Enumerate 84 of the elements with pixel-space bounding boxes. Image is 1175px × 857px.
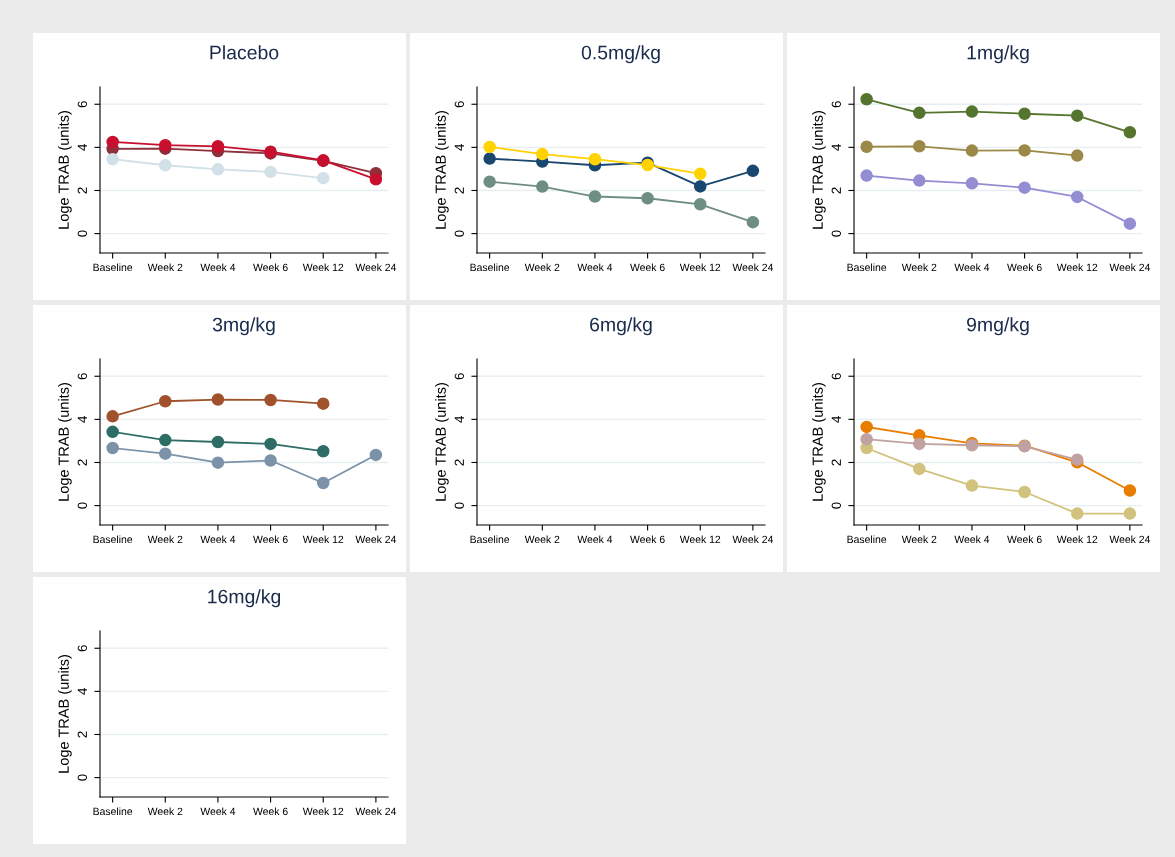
x-tick-label: Baseline	[93, 535, 133, 544]
y-axis-title: Loge TRAB (units)	[812, 383, 826, 501]
x-tick-label: Week 12	[1056, 535, 1098, 544]
x-tick-label: Week 12	[302, 807, 344, 816]
x-tick-label: Week 24	[732, 263, 774, 272]
x-tick-label: Week 24	[355, 807, 397, 816]
x-tick-label: Baseline	[847, 263, 887, 272]
x-tick-label: Week 12	[302, 535, 344, 544]
x-tick-label: Baseline	[470, 263, 510, 272]
y-tick-label: 4	[831, 144, 841, 151]
y-tick-label: 0	[831, 230, 841, 237]
y-tick-label: 4	[77, 688, 87, 695]
x-tick-label: Week 6	[630, 535, 665, 544]
y-tick-label: 0	[454, 230, 464, 237]
chart-title: 0.5mg/kg	[581, 45, 660, 64]
x-tick-label: Week 6	[253, 263, 288, 272]
y-tick-label: 6	[77, 645, 87, 652]
y-axis-title: Loge TRAB (units)	[812, 111, 826, 229]
x-tick-label: Week 4	[954, 263, 990, 272]
x-tick-label: Baseline	[93, 263, 133, 272]
x-tick-label: Week 2	[147, 263, 183, 272]
y-tick-label: 2	[454, 459, 464, 466]
y-tick-label: 2	[77, 187, 87, 194]
chart-title: 9mg/kg	[967, 317, 1029, 336]
x-tick-label: Baseline	[847, 535, 887, 544]
x-tick-label: Week 4	[200, 807, 236, 816]
x-tick-label: Week 6	[630, 263, 665, 272]
x-tick-label: Week 2	[901, 535, 937, 544]
x-tick-label: Baseline	[93, 807, 133, 816]
x-tick-label: Week 2	[524, 535, 560, 544]
y-tick-label: 4	[454, 416, 464, 423]
x-tick-label: Week 24	[355, 535, 397, 544]
y-tick-label: 6	[77, 373, 87, 380]
x-tick-label: Week 6	[1007, 263, 1042, 272]
y-tick-label: 6	[454, 101, 464, 108]
x-tick-label: Week 24	[1109, 535, 1151, 544]
x-tick-label: Week 6	[253, 535, 288, 544]
x-tick-label: Week 4	[577, 535, 613, 544]
y-tick-label: 6	[454, 373, 464, 380]
x-tick-label: Week 12	[1056, 263, 1098, 272]
x-tick-label: Baseline	[470, 535, 510, 544]
x-tick-label: Week 2	[147, 807, 183, 816]
x-tick-label: Week 24	[1109, 263, 1151, 272]
y-tick-label: 0	[77, 774, 87, 781]
x-tick-label: Week 2	[147, 535, 183, 544]
y-tick-label: 4	[454, 144, 464, 151]
x-tick-label: Week 4	[200, 263, 236, 272]
y-tick-label: 4	[77, 416, 87, 423]
chart-title: 16mg/kg	[208, 589, 281, 608]
x-tick-label: Week 4	[577, 263, 613, 272]
x-tick-label: Week 12	[679, 263, 721, 272]
x-tick-label: Week 4	[954, 535, 990, 544]
x-tick-label: Week 12	[679, 535, 721, 544]
y-axis-title: Loge TRAB (units)	[58, 111, 72, 229]
x-tick-label: Week 24	[732, 535, 774, 544]
y-tick-label: 2	[77, 459, 87, 466]
y-tick-label: 6	[77, 101, 87, 108]
x-tick-label: Week 6	[1007, 535, 1042, 544]
y-tick-label: 4	[831, 416, 841, 423]
y-tick-label: 0	[454, 502, 464, 509]
y-tick-label: 2	[831, 187, 841, 194]
x-tick-label: Week 2	[901, 263, 937, 272]
y-tick-label: 6	[831, 373, 841, 380]
y-axis-title: Loge TRAB (units)	[58, 655, 72, 773]
x-tick-label: Week 4	[200, 535, 236, 544]
x-tick-label: Week 12	[302, 263, 344, 272]
chart-title: Placebo	[210, 45, 279, 60]
chart-title: 3mg/kg	[212, 317, 275, 336]
y-tick-label: 0	[77, 502, 87, 509]
chart-title: 6mg/kg	[590, 317, 652, 336]
y-tick-label: 6	[831, 101, 841, 108]
x-tick-label: Week 24	[355, 263, 397, 272]
y-tick-label: 0	[831, 502, 841, 509]
y-axis-title: Loge TRAB (units)	[435, 111, 449, 229]
chart-title: 1mg/kg	[967, 45, 1029, 64]
y-tick-label: 2	[77, 731, 87, 738]
y-axis-title: Loge TRAB (units)	[58, 383, 72, 501]
y-tick-label: 0	[77, 230, 87, 237]
x-tick-label: Week 2	[524, 263, 560, 272]
x-tick-label: Week 6	[253, 807, 288, 816]
y-tick-label: 4	[77, 144, 87, 151]
y-tick-label: 2	[831, 459, 841, 466]
y-axis-title: Loge TRAB (units)	[435, 383, 449, 501]
y-tick-label: 2	[454, 187, 464, 194]
